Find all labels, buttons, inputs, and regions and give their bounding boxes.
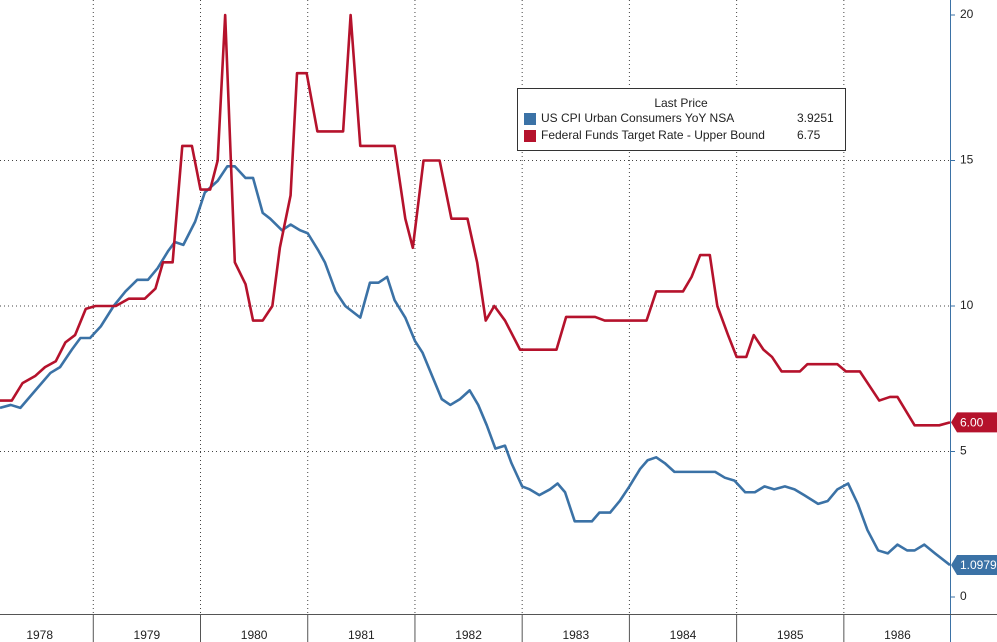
legend-swatch [524, 130, 536, 142]
grid: 0 5 10 15 20 1978 1979 1980 1981 1982 1983 1984 1985… [0, 0, 974, 642]
end-tag-label: 1.0979 [960, 558, 997, 572]
lines [0, 13, 951, 567]
end-tags: 1.0979 6.00 [951, 412, 997, 576]
y-tick-label: 10 [960, 298, 974, 312]
legend: Last Price US CPI Urban Consumers YoY NS… [517, 88, 846, 151]
y-tick-label: 0 [960, 589, 967, 603]
x-tick-label: 1982 [455, 628, 482, 642]
y-tick-label: 5 [960, 444, 967, 458]
series-line [0, 165, 951, 567]
x-tick-label: 1979 [134, 628, 161, 642]
x-tick-label: 1983 [562, 628, 589, 642]
legend-value: 3.9251 [797, 111, 834, 125]
legend-value: 6.75 [797, 128, 821, 142]
x-tick-label: 1981 [348, 628, 375, 642]
legend-label: US CPI Urban Consumers YoY NSA [541, 111, 734, 125]
legend-title: Last Price [654, 96, 708, 110]
x-tick-label: 1984 [670, 628, 697, 642]
end-tag [951, 412, 997, 433]
end-tag-label: 6.00 [960, 416, 984, 430]
x-tick-label: 1978 [26, 628, 53, 642]
x-tick-label: 1985 [777, 628, 804, 642]
y-tick-label: 15 [960, 153, 974, 167]
legend-box [517, 88, 846, 151]
x-tick-label: 1986 [884, 628, 911, 642]
series-line [0, 13, 951, 427]
y-tick-label: 20 [960, 7, 974, 21]
legend-label: Federal Funds Target Rate - Upper Bound [541, 128, 765, 142]
legend-swatch [524, 113, 536, 125]
end-tag [951, 555, 997, 576]
x-tick-label: 1980 [241, 628, 268, 642]
